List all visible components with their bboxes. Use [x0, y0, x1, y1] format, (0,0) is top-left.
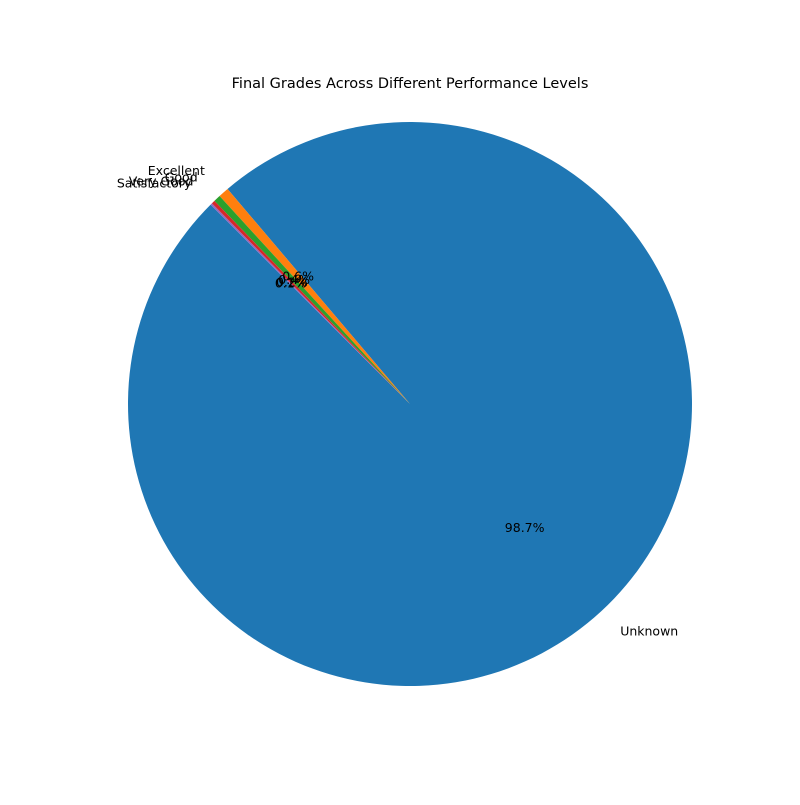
slice-label-good: Good	[165, 169, 198, 184]
pct-label-unknown: 98.7%	[505, 520, 545, 535]
slice-label-unknown: Unknown	[620, 624, 678, 639]
pct-label-good: 0.4%	[278, 272, 310, 287]
pie-slice-excellent	[219, 188, 410, 404]
pct-label-excellent: 0.6%	[282, 269, 314, 284]
slice-label-very-good: Very Good	[129, 173, 194, 188]
slice-label-satisfactory: Satisfactory	[117, 175, 192, 190]
pie-slice-satisfactory	[210, 203, 410, 404]
pie-slices	[128, 121, 693, 686]
pct-label-satisfactory: 0.1%	[275, 275, 307, 290]
pie-labels: Unknown 98.7% Excellent 0.6% Good 0.4% Very Go…	[117, 163, 678, 639]
slice-label-excellent: Excellent	[148, 163, 205, 178]
chart-title: Final Grades Across Different Performanc…	[232, 76, 589, 92]
pie-slice-unknown	[128, 121, 693, 686]
pie-slice-good	[214, 196, 410, 404]
pie-slice-very-good	[211, 200, 410, 404]
pct-label-very-good: 0.2%	[276, 274, 308, 289]
